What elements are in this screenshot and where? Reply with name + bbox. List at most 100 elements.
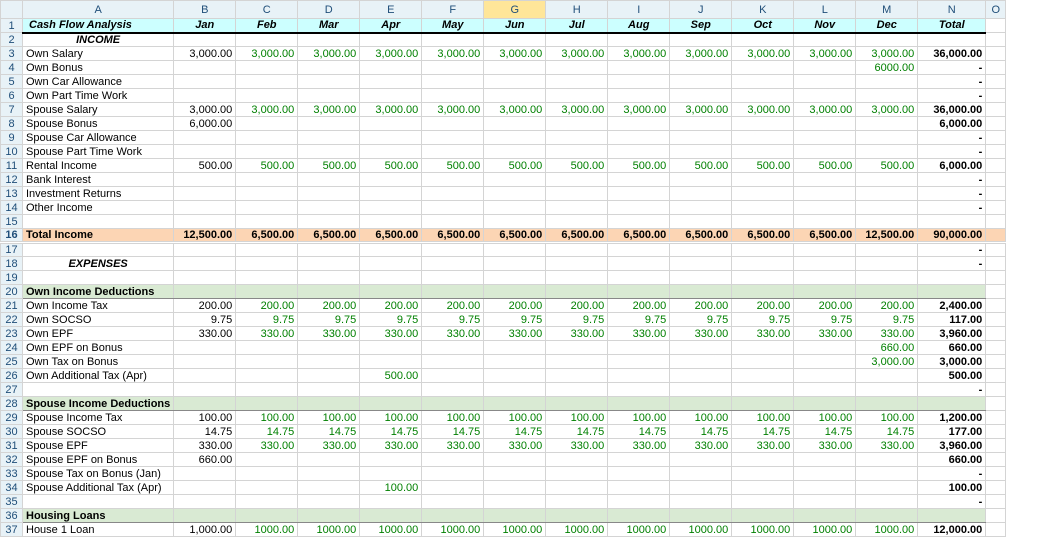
- month-header[interactable]: Dec: [856, 19, 918, 33]
- value-cell[interactable]: 9.75: [236, 313, 298, 327]
- value-cell[interactable]: [174, 145, 236, 159]
- row-header-22[interactable]: 22: [1, 313, 23, 327]
- value-cell[interactable]: [608, 61, 670, 75]
- value-cell[interactable]: [732, 369, 794, 383]
- total-income-value[interactable]: 12,500.00: [856, 229, 918, 243]
- total-income-value[interactable]: 6,500.00: [794, 229, 856, 243]
- month-header[interactable]: Apr: [360, 19, 422, 33]
- value-cell[interactable]: 330.00: [732, 327, 794, 341]
- value-cell[interactable]: [484, 131, 546, 145]
- value-cell[interactable]: [794, 173, 856, 187]
- blank-cell[interactable]: [174, 33, 236, 47]
- row-total[interactable]: 1,200.00: [918, 411, 986, 425]
- value-cell[interactable]: [174, 341, 236, 355]
- blank-cell[interactable]: [986, 355, 1006, 369]
- value-cell[interactable]: 200.00: [794, 299, 856, 313]
- col-header-E[interactable]: E: [360, 1, 422, 19]
- value-cell[interactable]: [236, 145, 298, 159]
- blank-cell[interactable]: [174, 271, 236, 285]
- blank-cell[interactable]: [986, 467, 1006, 481]
- total-income-value[interactable]: 12,500.00: [174, 229, 236, 243]
- month-header[interactable]: May: [422, 19, 484, 33]
- value-cell[interactable]: [298, 173, 360, 187]
- value-cell[interactable]: 3,000.00: [856, 355, 918, 369]
- value-cell[interactable]: [484, 61, 546, 75]
- blank-cell[interactable]: [986, 481, 1006, 495]
- blank-cell[interactable]: [608, 383, 670, 397]
- value-cell[interactable]: [546, 89, 608, 103]
- value-cell[interactable]: [174, 173, 236, 187]
- value-cell[interactable]: 3,000.00: [422, 47, 484, 61]
- blank-cell[interactable]: [986, 285, 1006, 299]
- value-cell[interactable]: [298, 369, 360, 383]
- value-cell[interactable]: 500.00: [360, 159, 422, 173]
- value-cell[interactable]: [670, 341, 732, 355]
- row-total[interactable]: -: [918, 383, 986, 397]
- value-cell[interactable]: [856, 201, 918, 215]
- row-total[interactable]: -: [918, 201, 986, 215]
- row-label[interactable]: Own SOCSO: [23, 313, 174, 327]
- value-cell[interactable]: [298, 145, 360, 159]
- blank-cell[interactable]: [670, 257, 732, 271]
- value-cell[interactable]: [670, 117, 732, 131]
- grid[interactable]: ABCDEFGHIJKLMNO 1Cash Flow AnalysisJanFe…: [0, 0, 1006, 537]
- value-cell[interactable]: [670, 467, 732, 481]
- subsection-cell[interactable]: [360, 509, 422, 523]
- blank-cell[interactable]: [23, 243, 174, 257]
- subsection-cell[interactable]: [732, 285, 794, 299]
- row-label[interactable]: Investment Returns: [23, 187, 174, 201]
- blank-cell[interactable]: [986, 243, 1006, 257]
- row-header-19[interactable]: 19: [1, 271, 23, 285]
- value-cell[interactable]: 100.00: [236, 411, 298, 425]
- value-cell[interactable]: 100.00: [360, 481, 422, 495]
- row-total[interactable]: 12,000.00: [918, 523, 986, 537]
- value-cell[interactable]: [484, 201, 546, 215]
- value-cell[interactable]: 100.00: [422, 411, 484, 425]
- value-cell[interactable]: 14.75: [856, 425, 918, 439]
- value-cell[interactable]: 3,000.00: [732, 47, 794, 61]
- value-cell[interactable]: [422, 61, 484, 75]
- value-cell[interactable]: 14.75: [174, 425, 236, 439]
- row-total[interactable]: -: [918, 131, 986, 145]
- row-label[interactable]: Own Additional Tax (Apr): [23, 369, 174, 383]
- blank-cell[interactable]: [360, 257, 422, 271]
- value-cell[interactable]: 1000.00: [856, 523, 918, 537]
- value-cell[interactable]: 200.00: [360, 299, 422, 313]
- value-cell[interactable]: [670, 201, 732, 215]
- row-label[interactable]: Spouse Car Allowance: [23, 131, 174, 145]
- value-cell[interactable]: 200.00: [546, 299, 608, 313]
- value-cell[interactable]: [608, 355, 670, 369]
- value-cell[interactable]: 330.00: [174, 439, 236, 453]
- value-cell[interactable]: 1000.00: [484, 523, 546, 537]
- row-label[interactable]: Spouse EPF: [23, 439, 174, 453]
- blank-cell[interactable]: [794, 243, 856, 257]
- month-header[interactable]: Mar: [298, 19, 360, 33]
- value-cell[interactable]: [360, 89, 422, 103]
- value-cell[interactable]: [794, 131, 856, 145]
- row-header-5[interactable]: 5: [1, 75, 23, 89]
- blank-cell[interactable]: [546, 33, 608, 47]
- row-header-26[interactable]: 26: [1, 369, 23, 383]
- blank-cell[interactable]: [986, 327, 1006, 341]
- row-header-20[interactable]: 20: [1, 285, 23, 299]
- value-cell[interactable]: 200.00: [298, 299, 360, 313]
- subsection-cell[interactable]: [670, 509, 732, 523]
- value-cell[interactable]: [174, 187, 236, 201]
- blank-cell[interactable]: [360, 495, 422, 509]
- value-cell[interactable]: [732, 187, 794, 201]
- row-label[interactable]: House 1 Loan: [23, 523, 174, 537]
- blank-cell[interactable]: [422, 495, 484, 509]
- value-cell[interactable]: [856, 131, 918, 145]
- value-cell[interactable]: [546, 75, 608, 89]
- row-header-34[interactable]: 34: [1, 481, 23, 495]
- value-cell[interactable]: [174, 89, 236, 103]
- value-cell[interactable]: [608, 467, 670, 481]
- blank-cell[interactable]: [422, 383, 484, 397]
- total-income-value[interactable]: 6,500.00: [298, 229, 360, 243]
- value-cell[interactable]: [794, 369, 856, 383]
- value-cell[interactable]: 9.75: [174, 313, 236, 327]
- blank-cell[interactable]: [986, 117, 1006, 131]
- value-cell[interactable]: 3,000.00: [546, 47, 608, 61]
- value-cell[interactable]: [856, 453, 918, 467]
- blank-cell[interactable]: [986, 299, 1006, 313]
